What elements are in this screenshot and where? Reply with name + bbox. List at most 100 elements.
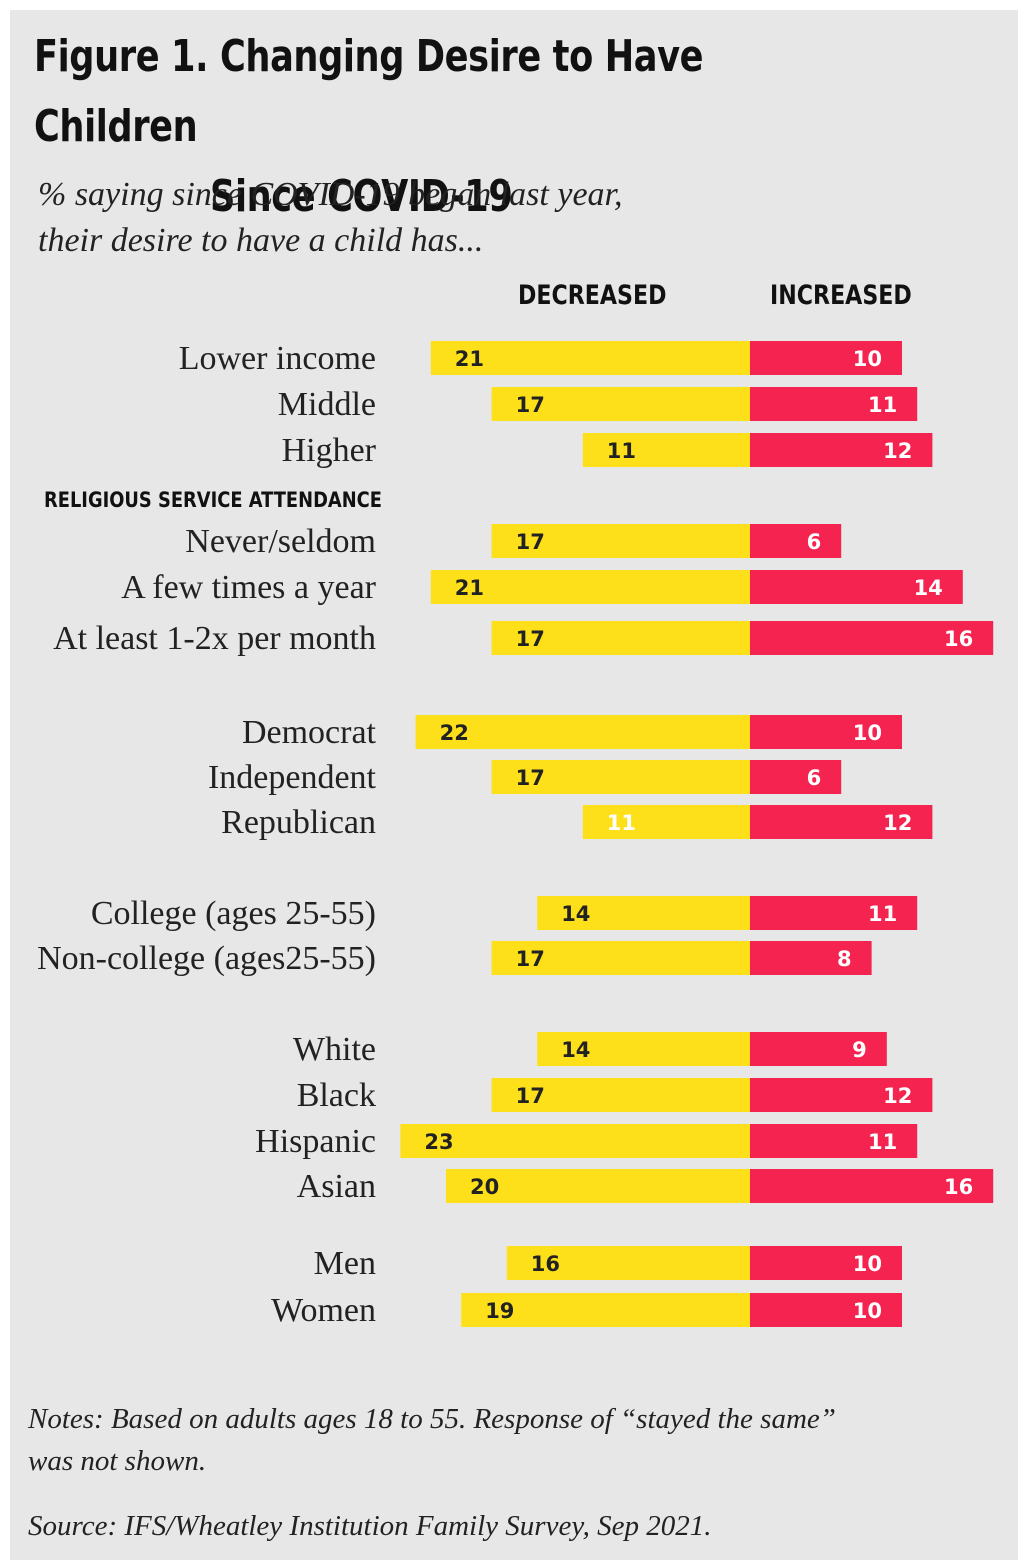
data-label-decreased: 17 — [516, 530, 545, 554]
chart-notes: Notes: Based on adults ages 18 to 55. Re… — [28, 1398, 968, 1482]
data-label-increased: 6 — [807, 766, 822, 790]
category-label: Never/seldom — [185, 523, 376, 560]
chart-title-line-1: Figure 1. Changing Desire to Have Childr… — [34, 31, 704, 152]
data-label-increased: 12 — [883, 811, 912, 835]
bar-increased — [750, 896, 918, 930]
data-label-decreased: 21 — [455, 347, 484, 371]
bar-increased — [750, 941, 872, 975]
data-label-decreased: 16 — [531, 1252, 560, 1276]
data-label-increased: 11 — [868, 393, 897, 417]
bar-decreased — [430, 570, 750, 604]
chart-title: Figure 1. Changing Desire to Have Childr… — [34, 22, 802, 232]
bar-increased — [750, 1078, 933, 1112]
data-label-increased: 10 — [853, 1299, 882, 1323]
data-label-decreased: 23 — [424, 1130, 453, 1154]
data-label-decreased: 22 — [440, 721, 469, 745]
chart-notes-line-2: was not shown. — [28, 1445, 207, 1477]
bar-decreased — [537, 1032, 750, 1066]
bar-decreased — [461, 1293, 750, 1327]
category-label: Higher — [282, 432, 377, 469]
chart-source: Source: IFS/Wheatley Institution Family … — [28, 1510, 712, 1542]
data-label-increased: 11 — [868, 1130, 897, 1154]
data-label-increased: 9 — [852, 1038, 867, 1062]
bar-decreased — [582, 433, 750, 467]
data-label-decreased: 14 — [561, 902, 590, 926]
column-header-decreased: DECREASED — [518, 280, 667, 311]
data-label-increased: 11 — [868, 902, 897, 926]
section-heading-religious-attendance: RELIGIOUS SERVICE ATTENDANCE — [44, 488, 382, 512]
category-label: Non-college (ages25-55) — [37, 940, 376, 977]
bar-decreased — [537, 896, 750, 930]
bar-increased — [750, 570, 963, 604]
bar-increased — [750, 1124, 918, 1158]
data-label-increased: 14 — [914, 576, 943, 600]
category-label: Men — [314, 1245, 376, 1282]
data-label-decreased: 17 — [516, 1084, 545, 1108]
bar-decreased — [491, 387, 750, 421]
bar-increased — [750, 387, 918, 421]
data-label-increased: 10 — [853, 721, 882, 745]
category-label: A few times a year — [121, 569, 377, 606]
data-label-increased: 12 — [883, 1084, 912, 1108]
bar-decreased — [491, 621, 750, 655]
bar-decreased — [430, 341, 750, 375]
chart-figure: Figure 1. Changing Desire to Have Childr… — [10, 10, 1018, 1560]
category-label: Independent — [208, 759, 377, 796]
data-label-decreased: 17 — [516, 627, 545, 651]
bar-increased — [750, 1246, 902, 1280]
chart-title-line-2: Since COVID-19 — [210, 171, 513, 222]
chart-notes-line-1: Notes: Based on adults ages 18 to 55. Re… — [28, 1403, 836, 1435]
bar-decreased — [491, 1078, 750, 1112]
bar-chart-plot: Lower income 21 10 Middle 17 11 Higher 11 12 Neve… — [37, 340, 994, 1329]
bar-decreased — [400, 1124, 750, 1158]
data-label-decreased: 11 — [607, 811, 636, 835]
data-label-decreased: 17 — [516, 766, 545, 790]
category-label: White — [293, 1031, 376, 1068]
bar-increased — [750, 1032, 887, 1066]
data-label-decreased: 17 — [516, 947, 545, 971]
column-header-increased: INCREASED — [770, 280, 912, 311]
bar-decreased — [491, 524, 750, 558]
data-label-increased: 12 — [883, 439, 912, 463]
bar-increased — [750, 715, 902, 749]
data-label-decreased: 11 — [607, 439, 636, 463]
data-label-decreased: 19 — [485, 1299, 514, 1323]
data-label-increased: 6 — [807, 530, 822, 554]
category-label: Middle — [278, 386, 376, 423]
bar-increased — [750, 341, 902, 375]
data-label-decreased: 14 — [561, 1038, 590, 1062]
category-label: Black — [297, 1077, 376, 1114]
bar-increased — [750, 433, 933, 467]
bar-decreased — [491, 760, 750, 794]
bar-increased — [750, 1169, 994, 1203]
data-label-increased: 10 — [853, 1252, 882, 1276]
data-label-increased: 10 — [853, 347, 882, 371]
data-label-decreased: 17 — [516, 393, 545, 417]
bar-increased — [750, 1293, 902, 1327]
data-label-decreased: 20 — [470, 1175, 499, 1199]
data-label-increased: 16 — [944, 627, 973, 651]
category-label: Democrat — [242, 714, 377, 751]
category-label: Republican — [221, 804, 376, 841]
bar-decreased — [491, 941, 750, 975]
data-label-increased: 8 — [837, 947, 852, 971]
category-label: At least 1-2x per month — [53, 620, 376, 657]
chart-subtitle: % saying since COVID-19 began last year,… — [38, 172, 738, 264]
category-label: Lower income — [179, 340, 376, 377]
category-label: Women — [271, 1292, 376, 1329]
bar-decreased — [446, 1169, 750, 1203]
category-label: Hispanic — [255, 1123, 376, 1160]
bar-increased — [750, 621, 994, 655]
data-label-increased: 16 — [944, 1175, 973, 1199]
bar-decreased — [415, 715, 750, 749]
data-label-decreased: 21 — [455, 576, 484, 600]
bar-decreased — [506, 1246, 750, 1280]
category-label: Asian — [297, 1168, 376, 1205]
chart-subtitle-line-1: % saying since COVID-19 began last year, — [38, 176, 623, 213]
category-label: College (ages 25-55) — [91, 895, 376, 932]
bar-increased — [750, 805, 933, 839]
bar-decreased — [582, 805, 750, 839]
chart-subtitle-line-2: their desire to have a child has... — [38, 222, 484, 259]
bar-increased — [750, 524, 842, 558]
bar-increased — [750, 760, 842, 794]
